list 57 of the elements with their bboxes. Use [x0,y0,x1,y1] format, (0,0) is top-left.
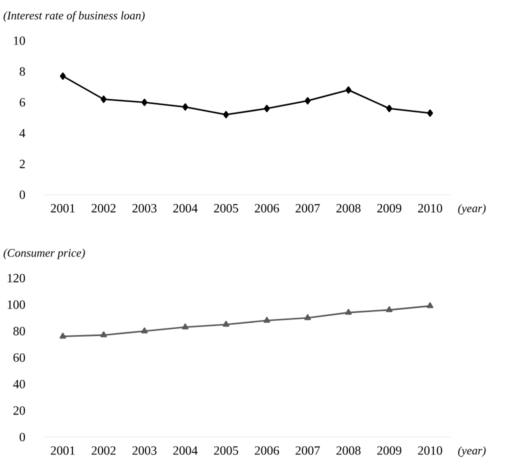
point [386,306,393,312]
point [386,104,392,112]
point [264,104,270,112]
x-tick-label: 2010 [418,446,442,455]
y-tick-label: 2 [20,160,25,168]
x-tick-label: 2008 [336,204,361,212]
point [142,98,148,106]
y-tick-label: 6 [20,98,26,107]
point [60,72,66,80]
point [345,308,352,315]
point [60,332,66,339]
x-tick-label: 2001 [50,204,75,212]
x-tick-label: 2003 [132,204,157,212]
y-axis-title: (Consumer price) [4,248,85,260]
x-tick-label: 2006 [254,446,280,455]
x-tick-label: 2009 [377,446,402,455]
point [346,86,352,94]
x-tick-label: 2007 [296,204,320,212]
point [222,320,230,327]
y-tick-label: 20 [13,406,25,415]
x-tick-label: 2008 [336,446,361,455]
y-tick-label: 80 [13,326,25,336]
point [223,110,229,118]
point [100,331,107,338]
y-tick-label: 0 [20,432,25,442]
x-tick-label: 2004 [173,204,198,212]
y-tick-label: 40 [13,380,25,388]
point [304,97,311,104]
x-tick-label: 2003 [132,446,157,455]
x-axis-title: (year) [458,446,486,457]
point [141,327,148,334]
y-tick-label: 60 [13,353,25,362]
x-tick-label: 2005 [214,204,238,212]
y-tick-label: 120 [8,274,25,282]
y-tick-label: 100 [8,300,25,309]
x-tick-label: 2002 [92,204,116,212]
x-tick-label: 2010 [418,204,442,212]
point [426,302,434,308]
x-tick-label: 2009 [377,204,402,212]
y-tick-label: 8 [20,67,25,76]
x-tick-label: 2002 [92,446,116,455]
x-tick-label: 2006 [254,204,280,212]
x-axis-title: (year) [458,204,486,215]
y-axis-title: (Interest rate of business loan) [4,11,145,22]
point [182,323,189,330]
x-tick-label: 2007 [296,446,320,455]
x-tick-label: 2005 [214,446,238,455]
point [304,314,311,320]
point [182,103,188,111]
x-tick-label: 2001 [50,446,75,455]
point [427,109,433,117]
point [264,316,270,323]
x-tick-label: 2004 [173,446,198,455]
point [100,96,107,103]
y-tick-label: 0 [20,190,25,200]
y-tick-label: 10 [14,36,25,45]
y-tick-label: 4 [19,129,26,138]
